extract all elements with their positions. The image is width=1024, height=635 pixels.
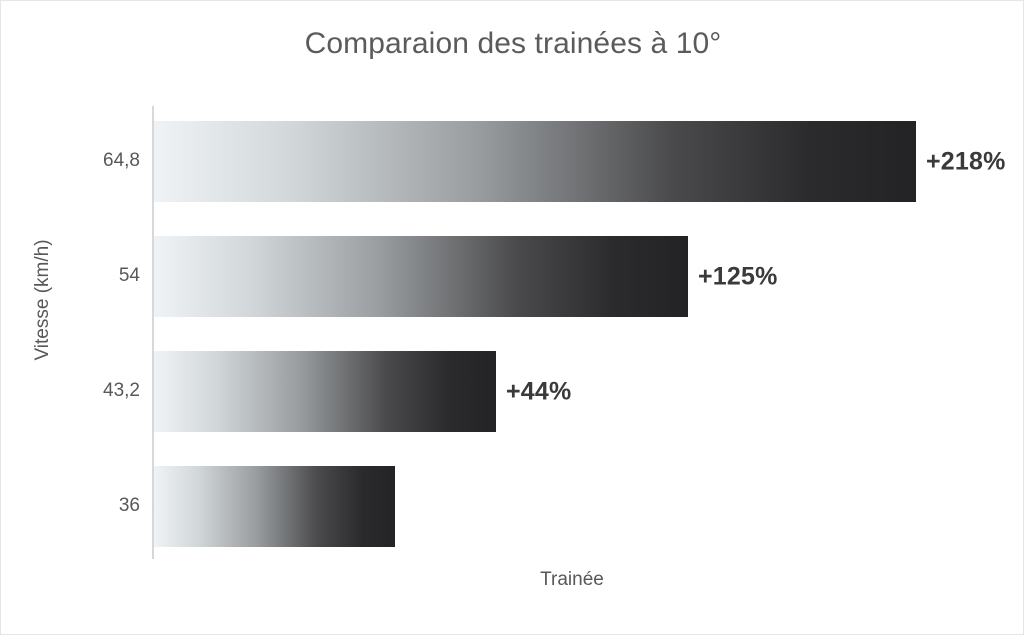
y-tick-label-3: 36: [118, 495, 140, 516]
y-tick-label-2: 43,2: [103, 380, 140, 401]
y-tick-label-0: 64,8: [103, 150, 140, 171]
bar-value-label-1: +125%: [698, 262, 778, 290]
y-axis-tick-labels: 64,8 54 43,2 36: [1, 106, 140, 559]
bar-value-label-0: +218%: [926, 147, 1006, 175]
y-axis-line: [152, 106, 154, 559]
x-axis-title: Trainée: [540, 569, 604, 590]
bar-54[interactable]: [154, 236, 688, 317]
bar-43-2[interactable]: [154, 351, 496, 432]
bar-36[interactable]: [154, 466, 395, 547]
plot-area: +218% +125% +44%: [152, 106, 1012, 559]
bar-value-label-2: +44%: [506, 377, 572, 405]
chart-title: Comparaion des trainées à 10°: [304, 27, 722, 60]
y-tick-label-1: 54: [118, 265, 140, 286]
bar-64-8[interactable]: [154, 121, 916, 202]
